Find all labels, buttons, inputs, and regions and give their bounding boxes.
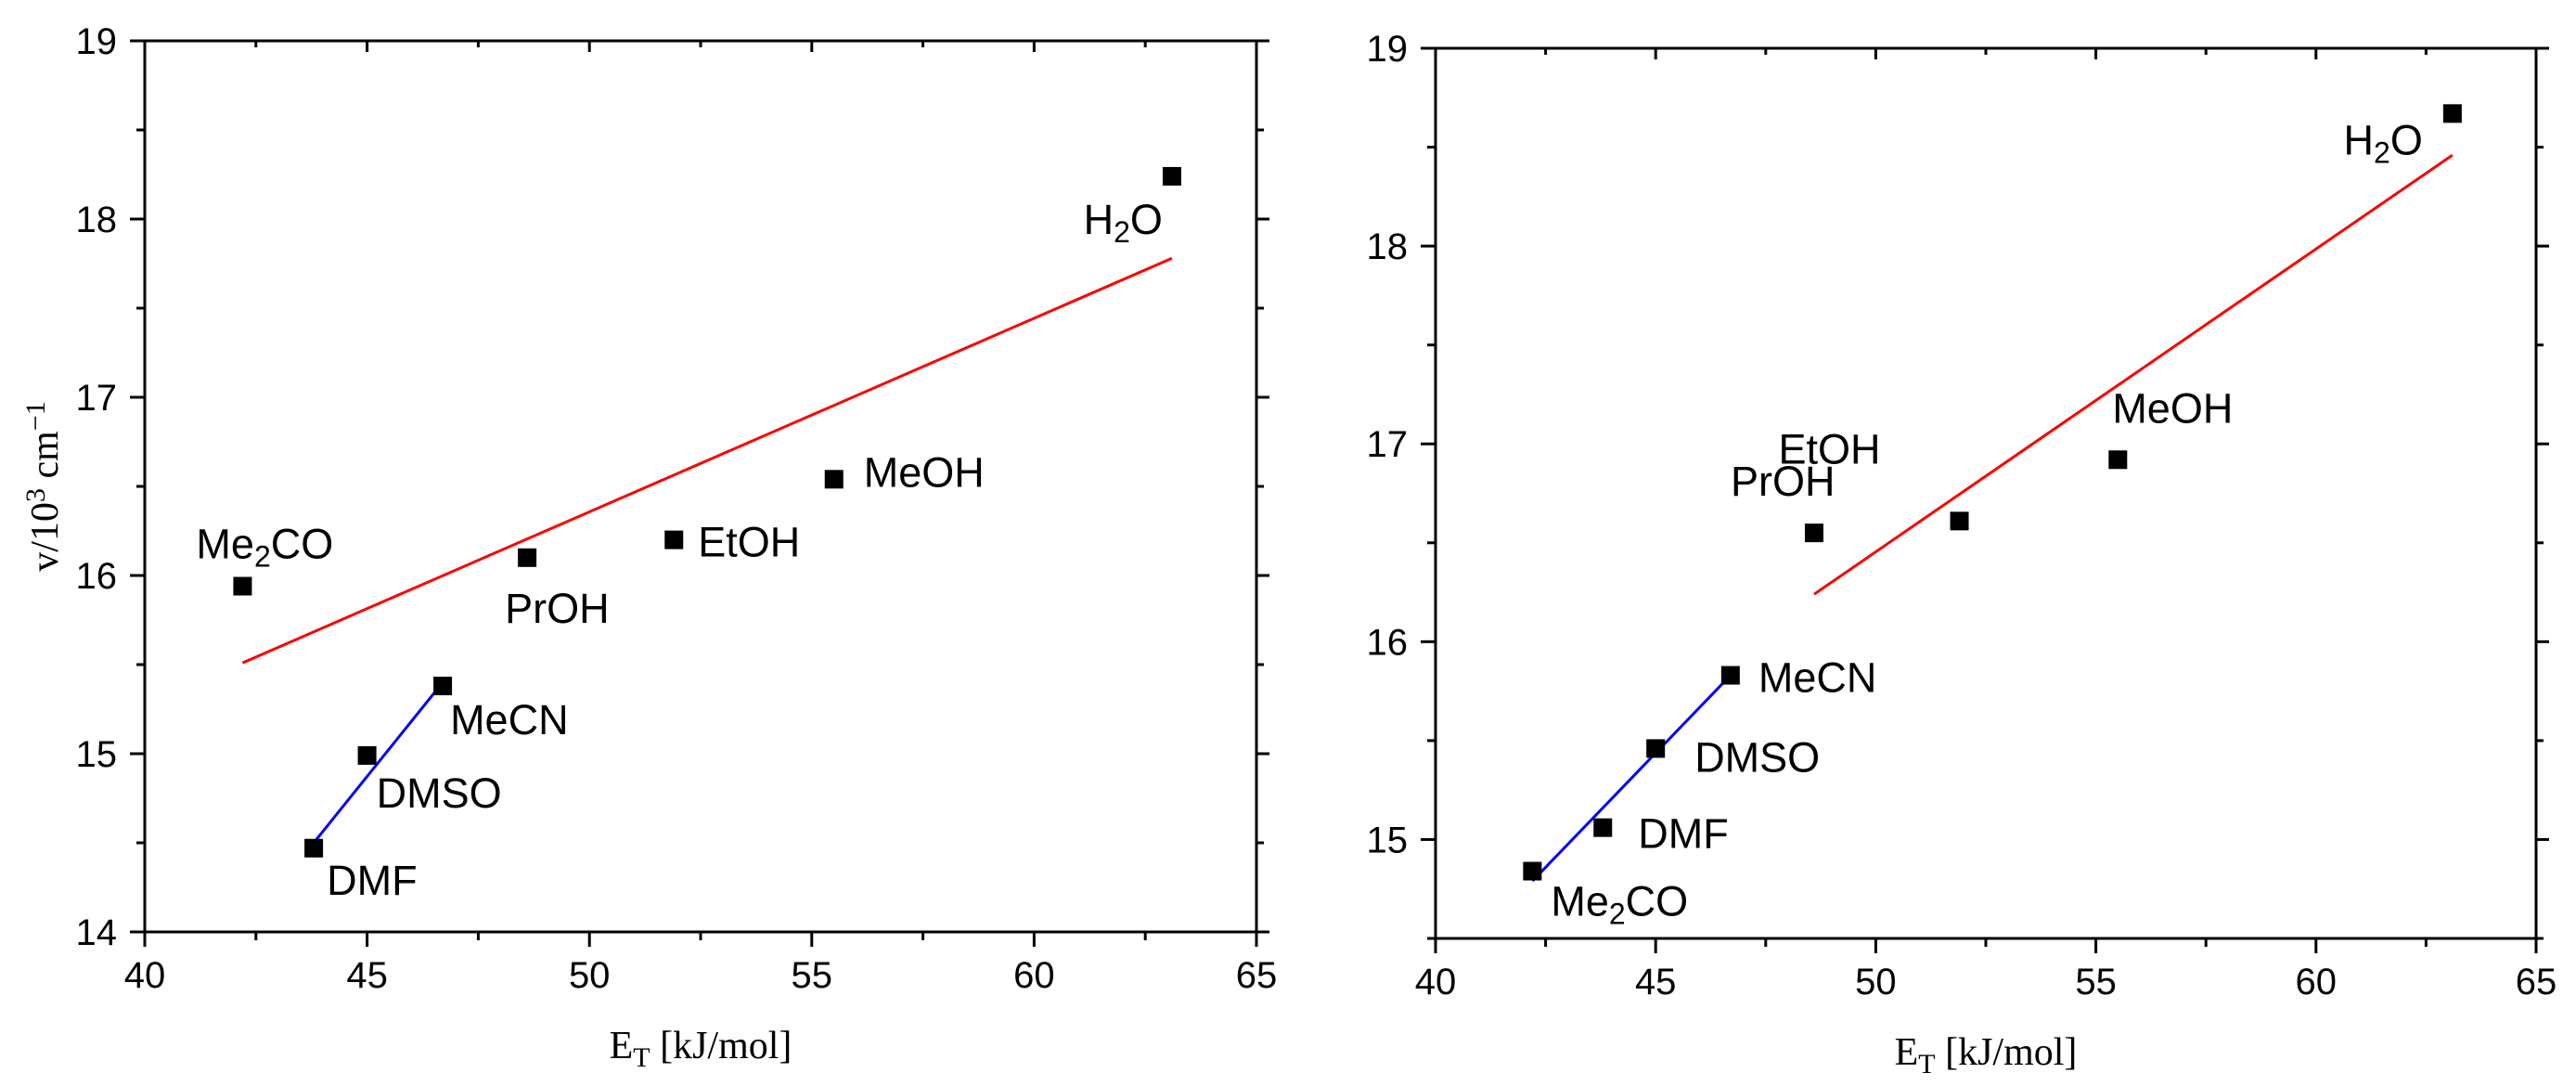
x-tick-label: 45 <box>1635 962 1677 1002</box>
y-tick-label: 16 <box>1367 622 1409 663</box>
point-label-h2o: H2O <box>1084 196 1163 249</box>
data-point-dmf <box>1593 818 1613 837</box>
x-tick-label: 45 <box>346 955 388 996</box>
y-tick-label: 19 <box>1367 29 1409 70</box>
x-tick-label: 65 <box>2516 962 2557 1002</box>
x-tick-label: 40 <box>124 955 166 996</box>
point-label-dmso: DMSO <box>1694 733 1820 781</box>
point-label-proh: PrOH <box>505 585 610 632</box>
x-tick-label: 50 <box>569 955 611 996</box>
plot-frame <box>143 39 1258 934</box>
point-label-proh: PrOH <box>1731 458 1835 505</box>
y-tick-label: 17 <box>76 378 118 419</box>
red-fit-line <box>1813 153 2454 596</box>
data-point-dmso <box>357 745 377 765</box>
data-point-dmso <box>1646 739 1666 758</box>
x-axis-title: ET [kJ/mol] <box>610 1025 792 1073</box>
data-point-meoh <box>824 470 844 489</box>
y-axis-title: v/103 cm−1 <box>20 401 67 571</box>
point-label-mecn: MeCN <box>1758 654 1877 702</box>
y-tick-label: 17 <box>1367 424 1409 465</box>
point-label-dmso: DMSO <box>377 769 502 817</box>
y-tick-label: 15 <box>76 734 118 775</box>
chart-panel-1: 40 45 50 55 60 65 14 15 16 17 18 19 ET [kJ/mol] v/103… <box>20 21 1277 1073</box>
blue-fit-line <box>312 681 444 844</box>
x-tick-label: 65 <box>1236 955 1278 996</box>
data-point-h2o <box>1162 166 1181 186</box>
point-label-etoh: EtOH <box>1779 425 1881 472</box>
y-tick-label: 18 <box>76 200 118 240</box>
plot-frame <box>1434 46 2538 940</box>
data-point-dmf <box>304 838 324 858</box>
data-point-me2co <box>233 576 252 596</box>
data-point-etoh <box>664 530 684 549</box>
data-point-mecn <box>1720 666 1740 685</box>
point-label-meoh: MeOH <box>864 448 985 496</box>
blue-fit-line <box>1531 674 1732 883</box>
x-tick-label: 55 <box>792 955 833 996</box>
x-tick-label: 50 <box>1855 962 1897 1002</box>
y-tick-label: 14 <box>76 912 118 953</box>
point-label-h2o: H2O <box>2344 116 2423 169</box>
data-point-proh <box>1804 524 1823 543</box>
y-tick-label: 15 <box>1367 820 1409 860</box>
x-tick-label: 60 <box>2296 962 2338 1002</box>
data-point-proh <box>518 548 537 567</box>
y-tick-label: 16 <box>76 556 118 597</box>
x-tick-label: 55 <box>2075 962 2117 1002</box>
data-point-mecn <box>433 677 453 696</box>
point-label-dmf: DMF <box>327 857 417 904</box>
x-tick-label: 40 <box>1415 962 1457 1002</box>
point-label-meoh: MeOH <box>2112 384 2233 432</box>
x-axis-title: ET [kJ/mol] <box>1895 1031 2078 1080</box>
point-label-etoh: EtOH <box>698 519 800 566</box>
data-point-me2co <box>1523 861 1542 881</box>
point-label-mecn: MeCN <box>450 696 569 743</box>
x-tick-label: 60 <box>1013 955 1055 996</box>
data-point-etoh <box>1950 511 1969 531</box>
point-label-me2co: Me2CO <box>196 521 333 574</box>
chart-panel-2: 40 45 50 55 60 65 15 16 17 18 19 ET [kJ/mol] Me2CO DM… <box>1367 29 2557 1080</box>
point-label-me2co: Me2CO <box>1551 878 1688 931</box>
data-point-h2o <box>2442 104 2462 123</box>
red-fit-line <box>241 256 1173 665</box>
y-tick-label: 19 <box>76 21 118 62</box>
data-point-meoh <box>2108 450 2128 470</box>
point-label-dmf: DMF <box>1638 810 1728 858</box>
y-tick-label: 18 <box>1367 226 1409 267</box>
